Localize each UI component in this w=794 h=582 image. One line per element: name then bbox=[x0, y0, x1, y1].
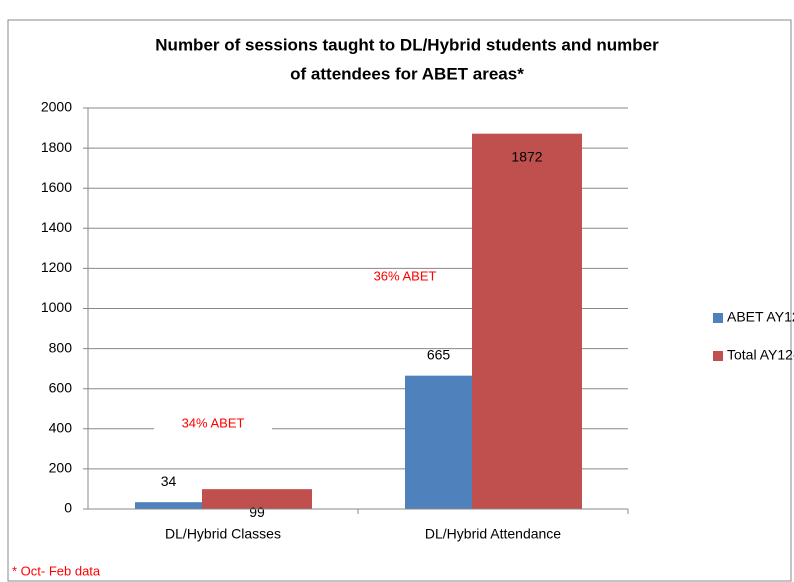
data-label: 1872 bbox=[511, 148, 542, 164]
bar bbox=[135, 502, 202, 509]
data-label: 665 bbox=[427, 346, 451, 362]
legend-swatch bbox=[713, 351, 723, 361]
data-label: 99 bbox=[249, 504, 265, 520]
y-tick-label: 1200 bbox=[41, 259, 72, 275]
y-tick-label: 2000 bbox=[41, 99, 72, 115]
y-tick-label: 200 bbox=[49, 460, 73, 476]
y-tick-label: 1600 bbox=[41, 179, 72, 195]
bar bbox=[202, 489, 312, 509]
y-tick-label: 600 bbox=[49, 379, 73, 395]
bar bbox=[472, 133, 582, 509]
y-tick-label: 1400 bbox=[41, 219, 72, 235]
legend-swatch bbox=[713, 313, 723, 323]
annotation-bg bbox=[154, 414, 272, 434]
y-tick-label: 400 bbox=[49, 420, 73, 436]
legend-label: Total AY12-13 bbox=[727, 347, 794, 363]
chart-frame bbox=[7, 19, 792, 582]
annotation: 34% ABET bbox=[182, 415, 245, 430]
y-tick-label: 1800 bbox=[41, 139, 72, 155]
y-tick-label: 800 bbox=[49, 339, 73, 355]
x-tick-label: DL/Hybrid Attendance bbox=[425, 526, 561, 542]
bar bbox=[405, 375, 472, 509]
chart-title: Number of sessions taught to DL/Hybrid s… bbox=[155, 35, 659, 54]
y-tick-label: 1000 bbox=[41, 299, 72, 315]
x-tick-label: DL/Hybrid Classes bbox=[165, 526, 281, 542]
y-tick-label: 0 bbox=[64, 500, 72, 516]
legend-label: ABET AY12-13 bbox=[727, 309, 794, 325]
chart-title: of attendees for ABET areas* bbox=[290, 64, 524, 83]
annotation: 36% ABET bbox=[374, 268, 437, 283]
footnote: * Oct- Feb data bbox=[12, 563, 101, 578]
data-label: 34 bbox=[161, 473, 177, 489]
